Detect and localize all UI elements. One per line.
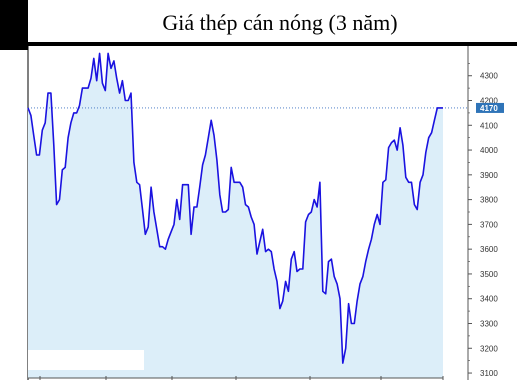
chart-title: Giá thép cán nóng (3 năm) — [162, 10, 398, 35]
y-tick-label: 3500 — [480, 270, 498, 279]
y-tick-label: 4100 — [480, 121, 498, 130]
y-tick-label: 3300 — [480, 319, 498, 328]
blank-overlay-box — [28, 350, 144, 370]
y-tick-label: 3600 — [480, 245, 498, 254]
y-tick-label: 3200 — [480, 344, 498, 353]
frame-left-bar — [0, 0, 28, 50]
y-tick-label: 4300 — [480, 72, 498, 81]
price-series-line — [27, 52, 443, 364]
y-tick-label: 4200 — [480, 97, 498, 106]
last-value-label: 4170 — [480, 104, 498, 113]
y-tick-label: 3700 — [480, 220, 498, 229]
y-tick-label: 3900 — [480, 171, 498, 180]
y-tick-label: 4000 — [480, 146, 498, 155]
y-tick-label: 3100 — [480, 369, 498, 378]
y-tick-label: 3800 — [480, 196, 498, 205]
title-bar: Giá thép cán nóng (3 năm) — [0, 0, 517, 46]
y-tick-label: 3400 — [480, 295, 498, 304]
last-value-badge — [476, 102, 504, 113]
